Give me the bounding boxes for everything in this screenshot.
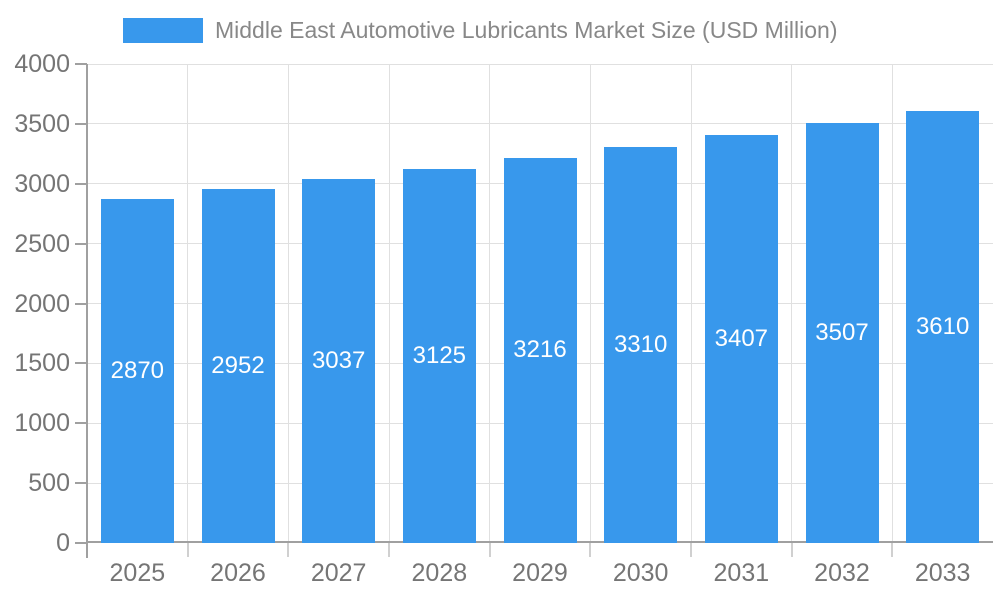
x-tick-label: 2033 <box>914 559 971 587</box>
bar[interactable]: 3310 <box>604 146 678 543</box>
v-gridline <box>791 64 793 543</box>
bar-value-label: 3037 <box>311 347 366 375</box>
v-gridline <box>187 64 189 543</box>
y-tick <box>75 182 87 185</box>
y-tick-label: 3500 <box>14 109 70 138</box>
x-tick-label: 2031 <box>713 559 770 587</box>
v-gridline <box>589 64 591 543</box>
x-tick-label: 2030 <box>612 559 669 587</box>
x-tick-label: 2026 <box>210 559 266 587</box>
x-tick <box>690 543 692 557</box>
v-gridline <box>287 64 289 543</box>
bar[interactable]: 3610 <box>906 110 980 543</box>
bar-value-label: 3216 <box>513 336 567 364</box>
bar-value-label: 2952 <box>211 352 265 380</box>
x-tick <box>891 543 894 557</box>
x-tick-label: 2032 <box>814 559 870 587</box>
y-tick <box>75 302 87 305</box>
y-tick <box>75 242 87 245</box>
bar-value-label: 2870 <box>110 357 165 385</box>
legend-label[interactable]: Middle East Automotive Lubricants Market… <box>215 16 838 43</box>
x-tick <box>287 543 290 557</box>
bar-value-label: 3610 <box>915 312 970 340</box>
y-tick-label: 0 <box>56 529 70 557</box>
bar-value-label: 3507 <box>815 319 869 346</box>
v-gridline <box>489 64 491 543</box>
v-gridline <box>388 64 390 543</box>
v-gridline <box>891 64 893 543</box>
y-tick <box>75 422 87 425</box>
h-gridline <box>87 63 993 65</box>
y-tick <box>75 542 87 544</box>
y-tick-label: 2500 <box>14 229 70 258</box>
x-tick-label: 2029 <box>512 559 568 587</box>
h-gridline <box>87 123 993 125</box>
bar[interactable]: 3037 <box>302 179 376 543</box>
bar[interactable]: 3407 <box>704 135 778 543</box>
y-tick-label: 4000 <box>14 50 70 78</box>
bar-value-label: 3407 <box>714 324 769 352</box>
y-tick <box>75 122 87 125</box>
bar-value-label: 3310 <box>613 330 668 358</box>
y-tick-label: 500 <box>28 469 70 498</box>
bar[interactable]: 2870 <box>100 199 174 543</box>
x-tick-label: 2028 <box>411 559 468 587</box>
legend-swatch[interactable] <box>123 17 203 43</box>
y-axis-line <box>86 64 88 558</box>
bar-value-label: 3125 <box>412 341 467 369</box>
x-tick-label: 2027 <box>310 559 367 587</box>
y-tick <box>75 362 87 365</box>
y-tick <box>75 63 87 65</box>
x-tick <box>790 543 793 557</box>
bar[interactable]: 3125 <box>402 168 476 543</box>
y-tick-label: 2000 <box>14 289 70 318</box>
x-tick-label: 2025 <box>109 559 166 587</box>
y-tick <box>75 482 87 485</box>
x-tick <box>589 543 592 557</box>
legend: Middle East Automotive Lubricants Market… <box>123 16 838 44</box>
y-tick-label: 1500 <box>14 349 70 378</box>
x-tick <box>388 543 390 557</box>
bar[interactable]: 3216 <box>503 157 577 543</box>
x-tick <box>488 543 491 557</box>
v-gridline <box>690 64 692 543</box>
x-tick <box>186 543 189 557</box>
bar[interactable]: 3507 <box>805 123 879 543</box>
bar[interactable]: 2952 <box>201 189 275 543</box>
y-tick-label: 3000 <box>14 169 70 198</box>
y-tick-label: 1000 <box>14 409 70 438</box>
